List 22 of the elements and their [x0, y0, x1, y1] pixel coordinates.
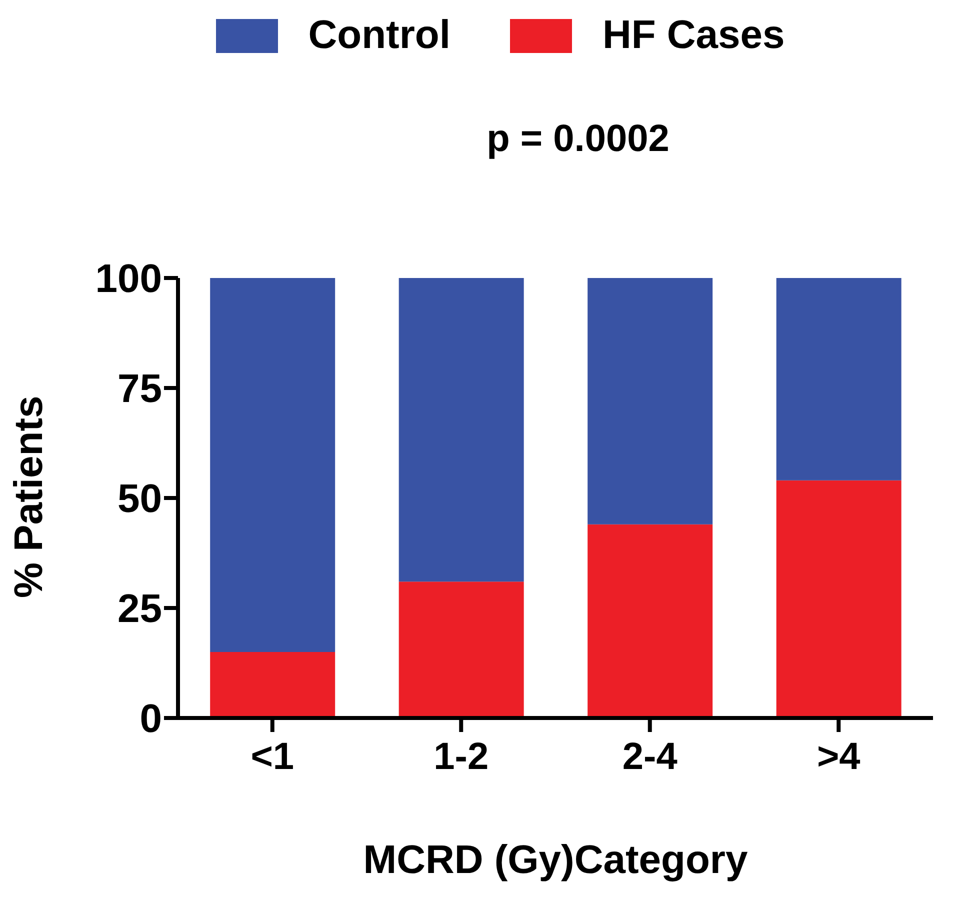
- y-tick-label: 0: [140, 697, 162, 742]
- y-tick-label: 25: [118, 587, 162, 632]
- x-tick-label: <1: [250, 736, 294, 778]
- legend-label: HF Cases: [602, 13, 785, 58]
- y-tick-label: 100: [95, 257, 162, 302]
- x-tick-label: >4: [816, 736, 860, 778]
- y-tick-label: 75: [118, 367, 162, 412]
- x-axis-title: MCRD (Gy)Category: [363, 838, 748, 882]
- bar: [776, 278, 902, 480]
- x-tick-label: 2-4: [622, 736, 678, 778]
- bar: [210, 278, 336, 652]
- y-axis-title: % Patients: [7, 396, 52, 598]
- bar: [588, 524, 713, 718]
- text: p = 0.0002: [486, 118, 670, 161]
- x-tick-label: 1-2: [434, 736, 489, 778]
- bar: [398, 582, 524, 718]
- y-tick-label: 50: [118, 477, 162, 522]
- legend-label: Control: [308, 13, 450, 58]
- bar: [588, 278, 713, 524]
- bar: [210, 652, 336, 718]
- bar: [398, 278, 524, 582]
- bar: [776, 480, 902, 718]
